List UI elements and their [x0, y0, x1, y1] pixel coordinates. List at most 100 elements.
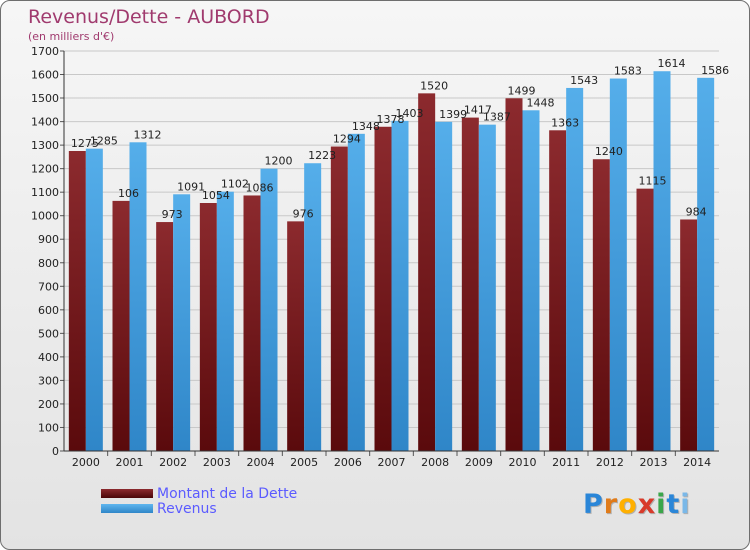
data-label-dette-2003: 1054	[202, 189, 230, 202]
data-label-dette-2002: 973	[162, 208, 183, 221]
bar-dette-2010	[505, 98, 523, 451]
bar-revenus-2001	[129, 142, 147, 451]
bar-revenus-2014	[697, 77, 715, 451]
y-tick-label-100: 100	[38, 421, 59, 434]
bar-dette-2011	[549, 130, 567, 451]
data-label-revenus-2011: 1543	[570, 74, 598, 87]
bar-revenus-2007	[391, 120, 409, 451]
data-label-revenus-2005: 1223	[308, 149, 336, 162]
data-label-dette-2001: 106	[118, 187, 139, 200]
bar-dette-2009	[461, 117, 479, 452]
bar-revenus-2006	[347, 133, 365, 451]
legend: Montant de la Dette Revenus	[101, 485, 298, 517]
y-tick-label-1500: 1500	[31, 92, 59, 105]
logo-letter: i	[680, 489, 691, 520]
x-tick-label-2007: 2007	[378, 456, 406, 469]
data-label-revenus-2008: 1399	[439, 108, 467, 121]
bar-dette-2005	[287, 221, 305, 451]
data-label-revenus-2013: 1614	[658, 57, 686, 70]
x-tick-label-2003: 2003	[203, 456, 231, 469]
legend-label-revenus: Revenus	[157, 500, 217, 517]
bar-dette-2004	[243, 195, 261, 451]
bars	[68, 71, 715, 452]
bar-dette-2013	[636, 188, 654, 451]
y-tick-label-700: 700	[38, 280, 59, 293]
bar-dette-2000	[68, 151, 86, 451]
x-tick-label-2008: 2008	[421, 456, 449, 469]
chart-subtitle: (en milliers d'€)	[28, 30, 115, 43]
bar-dette-2006	[330, 146, 348, 451]
proxiti-logo: Proxiti	[583, 489, 691, 520]
logo-letter: P	[583, 489, 604, 520]
logo-letter: i	[656, 489, 667, 520]
bar-revenus-2012	[609, 78, 627, 451]
y-axis-ticks: 0 100 200 300 400 500 600 700 800 900 1000 1100 1200…	[31, 45, 64, 458]
data-label-dette-2010: 1499	[508, 84, 536, 97]
x-tick-label-2010: 2010	[509, 456, 537, 469]
data-label-dette-2004: 1086	[246, 181, 274, 194]
data-label-dette-2014: 984	[686, 205, 707, 218]
logo-letter: o	[618, 489, 638, 520]
x-tick-label-2004: 2004	[247, 456, 275, 469]
y-tick-label-500: 500	[38, 327, 59, 340]
y-tick-label-1700: 1700	[31, 45, 59, 58]
bar-dette-2007	[374, 126, 392, 451]
bar-dette-2001	[112, 200, 130, 451]
data-label-revenus-2007: 1403	[396, 107, 424, 120]
legend-label-dette: Montant de la Dette	[157, 485, 298, 502]
bar-revenus-2003	[216, 191, 234, 452]
y-tick-label-1100: 1100	[31, 186, 59, 199]
y-tick-label-600: 600	[38, 304, 59, 317]
data-label-revenus-2012: 1583	[614, 65, 642, 78]
chart-title: Revenus/Dette - AUBORD	[28, 6, 270, 28]
bar-dette-2002	[156, 222, 174, 451]
bar-dette-2003	[199, 203, 217, 451]
y-tick-label-1300: 1300	[31, 139, 59, 152]
bar-dette-2012	[592, 159, 610, 451]
data-label-dette-2013: 1115	[639, 175, 667, 188]
y-tick-label-1400: 1400	[31, 116, 59, 129]
x-tick-label-2014: 2014	[683, 456, 711, 469]
data-label-dette-2007: 1378	[377, 113, 405, 126]
x-tick-label-2009: 2009	[465, 456, 493, 469]
y-tick-label-300: 300	[38, 374, 59, 387]
bar-dette-2008	[418, 93, 436, 452]
bar-revenus-2002	[173, 194, 191, 451]
y-tick-label-800: 800	[38, 257, 59, 270]
legend-swatch-dette	[101, 489, 153, 498]
data-label-dette-2008: 1520	[420, 79, 448, 92]
x-tick-label-2011: 2011	[552, 456, 580, 469]
logo-letter: t	[666, 489, 681, 520]
y-tick-label-0: 0	[52, 445, 59, 458]
y-tick-label-400: 400	[38, 351, 59, 364]
data-label-revenus-2009: 1387	[483, 111, 511, 124]
data-label-revenus-2000: 1285	[90, 135, 118, 148]
x-tick-label-2000: 2000	[72, 456, 100, 469]
data-label-revenus-2003: 1102	[221, 178, 249, 191]
bar-revenus-2005	[304, 163, 322, 451]
logo-letter: x	[637, 489, 657, 520]
x-tick-label-2005: 2005	[290, 456, 318, 469]
data-label-revenus-2004: 1200	[265, 155, 293, 168]
y-tick-label-900: 900	[38, 233, 59, 246]
x-tick-label-2012: 2012	[596, 456, 624, 469]
y-tick-label-200: 200	[38, 398, 59, 411]
data-label-dette-2006: 1294	[333, 133, 361, 146]
data-label-dette-2005: 976	[293, 207, 314, 220]
x-axis-ticks: 2000 2001 2002 2003 2004 2005 2006 2007 2008 2009…	[72, 451, 711, 469]
data-label-dette-2012: 1240	[595, 145, 623, 158]
bar-revenus-2009	[478, 124, 496, 451]
y-tick-label-1600: 1600	[31, 69, 59, 82]
data-label-revenus-2002: 1091	[177, 180, 205, 193]
legend-item-revenus: Revenus	[101, 500, 297, 517]
data-label-revenus-2014: 1586	[701, 64, 729, 77]
bar-revenus-2004	[260, 168, 278, 451]
x-tick-label-2002: 2002	[159, 456, 187, 469]
x-tick-label-2013: 2013	[640, 456, 668, 469]
bar-revenus-2010	[522, 110, 540, 451]
data-label-dette-2009: 1417	[464, 104, 492, 117]
logo-letter: r	[603, 489, 619, 520]
